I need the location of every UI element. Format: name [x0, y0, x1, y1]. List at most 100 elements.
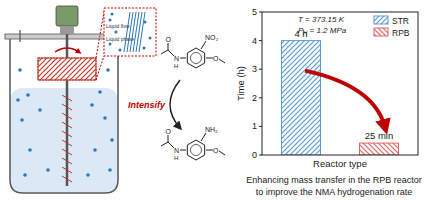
annotation: T = 373.15 K	[298, 15, 345, 24]
y-tick-label: 5	[252, 7, 257, 17]
bond	[180, 150, 186, 151]
caption: to improve the NMA hydrogenation rate	[256, 187, 413, 197]
motor	[56, 6, 78, 26]
group-label: N	[174, 147, 179, 154]
group-label: N	[174, 55, 179, 62]
reaction-arrow	[170, 80, 180, 128]
spiral	[62, 113, 72, 119]
bond	[201, 41, 206, 49]
y-tick-label: 2	[252, 93, 257, 103]
spiral	[62, 104, 72, 110]
zoom-line	[96, 12, 104, 58]
inset-label: Liquid flow	[106, 23, 130, 29]
bar	[282, 41, 321, 155]
spiral	[62, 122, 72, 128]
droplet	[109, 19, 112, 22]
droplet	[18, 68, 22, 72]
molecule: NO₂ONHO	[161, 34, 225, 69]
legend-label: RPB	[392, 28, 410, 38]
packed-bed	[38, 58, 96, 80]
bars	[282, 41, 399, 155]
trend-arrow	[305, 71, 385, 127]
vessel	[10, 38, 118, 193]
bond	[161, 142, 168, 146]
rotation-arrow	[55, 48, 79, 52]
bond	[168, 142, 174, 148]
legend-swatch	[374, 16, 388, 24]
ring	[187, 48, 204, 68]
liquid-film	[127, 12, 133, 52]
legend-swatch	[374, 28, 388, 36]
y-tick-label: 4	[252, 36, 257, 46]
group-label: H	[174, 155, 178, 161]
spiral	[62, 176, 72, 182]
droplet	[26, 93, 30, 97]
droplet	[16, 98, 20, 102]
bond	[180, 58, 186, 59]
arrow-label: Intensify	[128, 100, 166, 110]
droplet	[144, 21, 147, 24]
group-label: O	[166, 128, 172, 135]
bond	[201, 133, 206, 141]
chart: 012345Time (h)Reactor type4 h25 minT = 3…	[235, 7, 418, 169]
droplet	[46, 168, 50, 172]
bond	[168, 135, 169, 142]
plot-frame	[262, 12, 418, 155]
droplet	[149, 37, 152, 40]
group-label: H	[174, 63, 178, 69]
liquid-film	[136, 12, 142, 52]
annotation-part: = 1.2 MPa	[307, 26, 346, 35]
liquid	[10, 88, 118, 192]
inset-label: Liquid phase	[106, 36, 135, 42]
bond	[206, 58, 213, 59]
y-tick-label: 1	[252, 121, 257, 131]
droplet	[115, 31, 118, 34]
spiral	[62, 149, 72, 155]
coupling	[60, 26, 74, 34]
x-label: Reactor type	[313, 158, 367, 169]
ring-inner	[191, 53, 202, 64]
bond	[168, 50, 174, 56]
liquid-film	[124, 12, 130, 52]
droplet	[119, 49, 122, 52]
inset: Liquid flow Liquid phase	[96, 8, 156, 80]
y-tick-label: 3	[252, 64, 257, 74]
ring	[187, 140, 204, 160]
liquid-film	[139, 12, 145, 52]
legend-label: STR	[392, 16, 409, 26]
inset-box	[104, 8, 156, 56]
ring-inner	[191, 145, 202, 156]
bond	[161, 50, 168, 54]
spiral	[62, 167, 72, 173]
spiral	[62, 158, 72, 164]
bar	[360, 143, 399, 155]
group-label: O	[213, 147, 219, 154]
spiral	[62, 95, 72, 101]
molecule: NH₂ O NH O	[161, 126, 225, 161]
group-label: NO₂	[205, 34, 219, 41]
zoom-line	[96, 56, 104, 80]
droplet	[20, 118, 24, 122]
data-label: 25 min	[365, 130, 394, 141]
droplet	[38, 108, 42, 112]
figure: Liquid flowLiquid phaseNO₂ONHONH₂ONHOInt…	[0, 0, 428, 200]
droplet	[103, 116, 107, 120]
shaft	[66, 34, 69, 186]
droplet	[28, 148, 32, 152]
droplet	[109, 43, 112, 46]
droplet	[93, 148, 97, 152]
bed-highlight	[38, 58, 96, 80]
droplet	[143, 47, 146, 50]
spiral	[62, 131, 72, 137]
bond	[219, 59, 225, 63]
liquid-film	[133, 12, 139, 52]
droplet	[23, 173, 27, 177]
droplet	[108, 168, 112, 172]
droplet	[86, 173, 90, 177]
group-label: NH₂	[205, 126, 218, 133]
bond	[206, 150, 213, 151]
droplet	[110, 138, 114, 142]
droplet	[111, 13, 114, 16]
spiral	[62, 140, 72, 146]
annotation: PH = 1.2 MPa	[298, 26, 347, 36]
